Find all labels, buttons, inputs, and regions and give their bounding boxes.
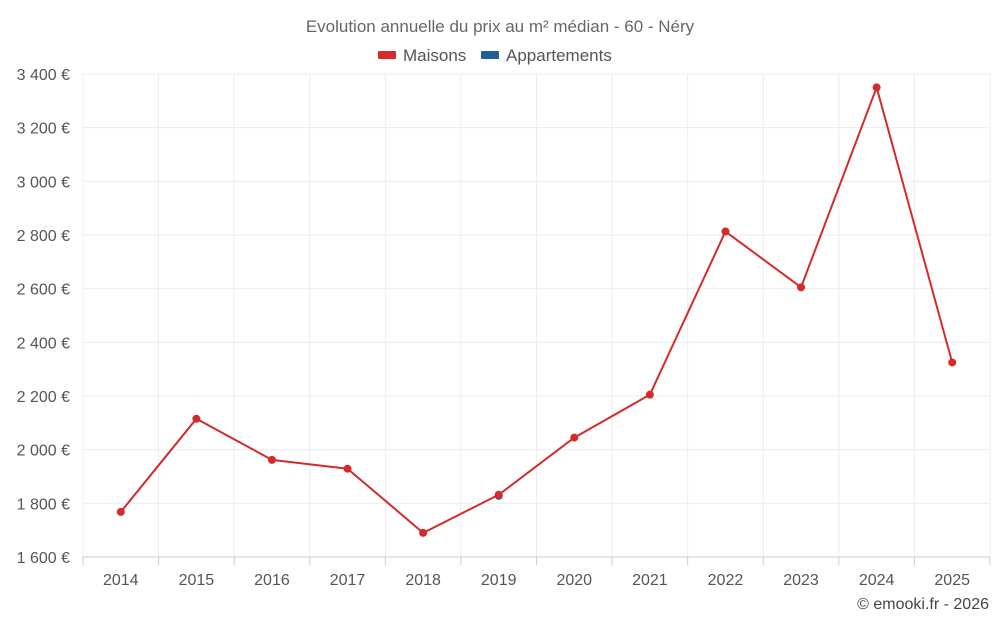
- chart-title: Evolution annuelle du prix au m² médian …: [306, 17, 695, 36]
- y-tick-label: 3 200 €: [17, 121, 70, 138]
- x-tick-label: 2021: [632, 572, 668, 589]
- series-maisons: [116, 83, 957, 537]
- x-tick-label: 2022: [708, 572, 744, 589]
- legend-swatch-maisons: [378, 51, 396, 59]
- data-point-maisons[interactable]: [721, 227, 730, 236]
- legend-swatch-appartements: [481, 51, 499, 59]
- data-point-maisons[interactable]: [645, 390, 654, 399]
- data-point-maisons[interactable]: [494, 490, 503, 499]
- data-point-maisons[interactable]: [267, 455, 276, 464]
- y-tick-label: 2 600 €: [17, 282, 70, 299]
- data-point-maisons[interactable]: [948, 358, 957, 367]
- data-point-maisons[interactable]: [343, 464, 352, 473]
- data-point-maisons[interactable]: [419, 528, 428, 537]
- data-point-maisons[interactable]: [797, 283, 806, 292]
- credit-text: © emooki.fr - 2026: [857, 596, 989, 613]
- x-tick-label: 2016: [254, 572, 290, 589]
- x-tick-label: 2023: [783, 572, 819, 589]
- series-line-maisons: [120, 86, 954, 534]
- x-tick-label: 2017: [330, 572, 366, 589]
- x-tick-label: 2018: [405, 572, 441, 589]
- y-tick-label: 2 000 €: [17, 443, 70, 460]
- data-point-maisons[interactable]: [872, 83, 881, 92]
- legend-label-appartements: Appartements: [506, 46, 612, 65]
- x-tick-label: 2024: [859, 572, 895, 589]
- y-tick-label: 3 400 €: [17, 67, 70, 84]
- legend-item-maisons[interactable]: Maisons: [378, 46, 466, 65]
- y-tick-label: 1 800 €: [17, 496, 70, 513]
- x-tick-label: 2019: [481, 572, 517, 589]
- y-tick-label: 2 800 €: [17, 228, 70, 245]
- x-tick-label: 2014: [103, 572, 139, 589]
- x-tick-label: 2025: [934, 572, 970, 589]
- x-tick-label: 2020: [556, 572, 592, 589]
- y-axis: 1 600 € 1 800 € 2 000 € 2 200 € 2 400 € 2 600…: [17, 67, 70, 567]
- y-tick-label: 2 400 €: [17, 335, 70, 352]
- y-tick-label: 3 000 €: [17, 174, 70, 191]
- data-point-maisons[interactable]: [570, 433, 579, 442]
- y-tick-label: 2 200 €: [17, 389, 70, 406]
- legend-item-appartements[interactable]: Appartements: [481, 46, 612, 65]
- data-point-maisons[interactable]: [192, 414, 201, 423]
- x-axis: 2014 2015 2016 2017 2018 2019 2020 2021 2022 2023…: [82, 556, 991, 589]
- legend-label-maisons: Maisons: [403, 46, 466, 65]
- grid: [82, 73, 991, 557]
- series: [116, 83, 957, 537]
- data-point-maisons[interactable]: [116, 507, 125, 516]
- y-tick-label: 1 600 €: [17, 550, 70, 567]
- x-tick-label: 2015: [179, 572, 215, 589]
- legend: Maisons Appartements: [378, 46, 612, 65]
